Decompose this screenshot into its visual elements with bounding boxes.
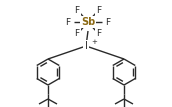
Text: F: F [96,30,101,39]
Text: I: I [85,41,87,51]
Text: +: + [91,39,97,45]
Text: F: F [74,30,80,39]
Text: F: F [96,5,101,15]
Text: F: F [74,5,80,15]
Text: F: F [65,18,71,27]
Text: F: F [105,18,111,27]
Text: Sb: Sb [81,17,95,27]
